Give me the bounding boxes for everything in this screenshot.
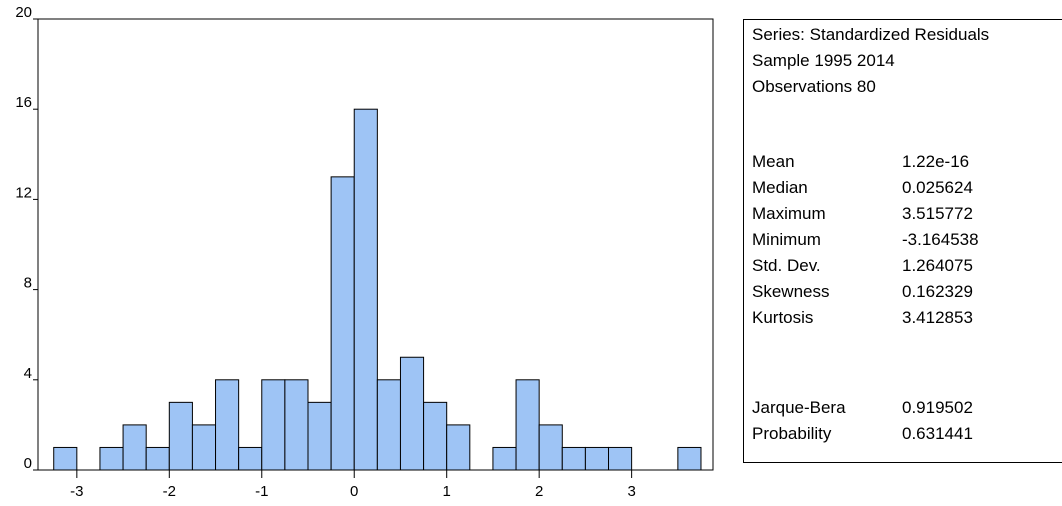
stat-label: Minimum [752, 230, 821, 249]
bar [584, 446, 610, 471]
bar [330, 176, 355, 471]
bar [608, 446, 633, 471]
y-tick-label: 12 [15, 184, 32, 201]
stat-label: Skewness [752, 282, 830, 301]
x-tick-label: -2 [163, 483, 176, 500]
bar [538, 424, 563, 471]
bar [376, 379, 401, 471]
test-value: 0.919502 [902, 398, 973, 417]
stat-label: Median [752, 178, 808, 197]
stat-label: Kurtosis [752, 308, 814, 327]
bar [307, 401, 332, 471]
y-tick-label: 20 [15, 4, 32, 21]
bar [353, 108, 378, 471]
stat-label: Std. Dev. [752, 256, 821, 275]
bar [191, 424, 217, 471]
y-tick-label: 4 [24, 365, 32, 382]
bar [515, 379, 540, 471]
bar [561, 446, 586, 471]
bar [215, 379, 240, 471]
bar [284, 379, 309, 471]
test-label: Probability [752, 424, 832, 443]
y-tick-label: 8 [24, 275, 32, 292]
stat-label: Mean [752, 152, 795, 171]
bar [122, 424, 147, 471]
x-tick-label: -3 [70, 483, 83, 500]
stat-value: 3.515772 [902, 204, 973, 223]
bar [492, 446, 517, 471]
bar [238, 446, 263, 471]
bar [423, 401, 448, 471]
x-tick-label: 3 [627, 483, 635, 500]
stat-value: 0.025624 [902, 178, 973, 197]
bar [261, 379, 286, 471]
stat-label: Maximum [752, 204, 826, 223]
stats-header: Series: Standardized Residuals [752, 25, 990, 44]
stat-value: 0.162329 [902, 282, 973, 301]
test-label: Jarque-Bera [752, 398, 846, 417]
y-tick-label: 16 [15, 94, 32, 111]
x-tick-label: 2 [535, 483, 543, 500]
stats-box: Series: Standardized Residuals Sample 199… [743, 19, 1062, 463]
bar [399, 356, 425, 471]
bar [145, 446, 170, 471]
stat-value: 1.22e-16 [902, 152, 970, 171]
x-tick-label: 1 [443, 483, 451, 500]
stat-value: 1.264075 [902, 256, 973, 275]
bar [99, 446, 124, 471]
stat-value: 3.412853 [902, 308, 973, 327]
x-tick-label: -1 [255, 483, 268, 500]
bar [677, 446, 702, 471]
stats-header: Observations 80 [752, 77, 876, 96]
bar [168, 401, 193, 471]
stats-header: Sample 1995 2014 [752, 51, 895, 70]
bar [446, 424, 471, 471]
test-value: 0.631441 [902, 424, 973, 443]
y-tick-label: 0 [24, 455, 32, 472]
x-tick-label: 0 [350, 483, 358, 500]
bar [53, 446, 78, 471]
stat-value: -3.164538 [902, 230, 979, 249]
